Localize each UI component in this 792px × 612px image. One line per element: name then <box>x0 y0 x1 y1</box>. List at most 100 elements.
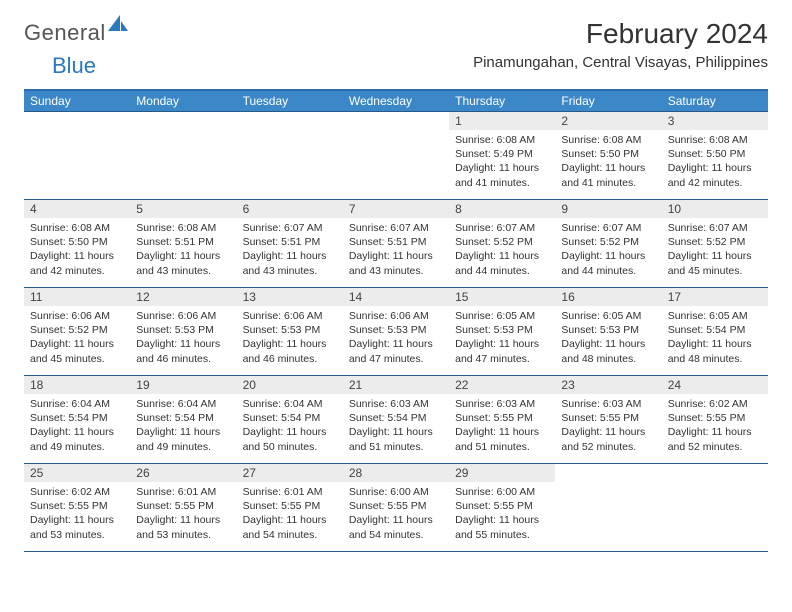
day-number: 20 <box>237 376 343 394</box>
calendar-table: Sunday Monday Tuesday Wednesday Thursday… <box>24 89 768 552</box>
day-info: Sunrise: 6:05 AMSunset: 5:53 PMDaylight:… <box>555 306 661 370</box>
daylight-text: Daylight: 11 hours and 43 minutes. <box>136 249 230 277</box>
daylight-text: Daylight: 11 hours and 49 minutes. <box>30 425 124 453</box>
day-number: 13 <box>237 288 343 306</box>
calendar-day-cell: .. <box>24 112 130 200</box>
sunrise-text: Sunrise: 6:07 AM <box>668 221 762 235</box>
calendar-day-cell: 14Sunrise: 6:06 AMSunset: 5:53 PMDayligh… <box>343 288 449 376</box>
sunset-text: Sunset: 5:50 PM <box>668 147 762 161</box>
day-info: Sunrise: 6:07 AMSunset: 5:51 PMDaylight:… <box>343 218 449 282</box>
sunrise-text: Sunrise: 6:05 AM <box>668 309 762 323</box>
day-info: Sunrise: 6:03 AMSunset: 5:55 PMDaylight:… <box>449 394 555 458</box>
day-number: 8 <box>449 200 555 218</box>
sunrise-text: Sunrise: 6:03 AM <box>561 397 655 411</box>
calendar-day-cell: 25Sunrise: 6:02 AMSunset: 5:55 PMDayligh… <box>24 464 130 552</box>
day-info: Sunrise: 6:07 AMSunset: 5:52 PMDaylight:… <box>662 218 768 282</box>
sunrise-text: Sunrise: 6:06 AM <box>243 309 337 323</box>
sunrise-text: Sunrise: 6:07 AM <box>243 221 337 235</box>
day-info: Sunrise: 6:04 AMSunset: 5:54 PMDaylight:… <box>130 394 236 458</box>
calendar-day-cell: 5Sunrise: 6:08 AMSunset: 5:51 PMDaylight… <box>130 200 236 288</box>
calendar-day-cell: 24Sunrise: 6:02 AMSunset: 5:55 PMDayligh… <box>662 376 768 464</box>
day-number: 27 <box>237 464 343 482</box>
sunset-text: Sunset: 5:54 PM <box>668 323 762 337</box>
daylight-text: Daylight: 11 hours and 53 minutes. <box>30 513 124 541</box>
sunrise-text: Sunrise: 6:01 AM <box>243 485 337 499</box>
calendar-day-cell: 17Sunrise: 6:05 AMSunset: 5:54 PMDayligh… <box>662 288 768 376</box>
daylight-text: Daylight: 11 hours and 49 minutes. <box>136 425 230 453</box>
sunrise-text: Sunrise: 6:04 AM <box>30 397 124 411</box>
day-number: 10 <box>662 200 768 218</box>
calendar-day-cell: 10Sunrise: 6:07 AMSunset: 5:52 PMDayligh… <box>662 200 768 288</box>
calendar-day-cell: 26Sunrise: 6:01 AMSunset: 5:55 PMDayligh… <box>130 464 236 552</box>
day-number: 26 <box>130 464 236 482</box>
sunrise-text: Sunrise: 6:02 AM <box>30 485 124 499</box>
day-info: Sunrise: 6:08 AMSunset: 5:50 PMDaylight:… <box>662 130 768 194</box>
day-number: 23 <box>555 376 661 394</box>
day-info: Sunrise: 6:00 AMSunset: 5:55 PMDaylight:… <box>449 482 555 546</box>
day-info: Sunrise: 6:07 AMSunset: 5:51 PMDaylight:… <box>237 218 343 282</box>
daylight-text: Daylight: 11 hours and 43 minutes. <box>349 249 443 277</box>
sunset-text: Sunset: 5:55 PM <box>136 499 230 513</box>
sunrise-text: Sunrise: 6:00 AM <box>455 485 549 499</box>
day-info: Sunrise: 6:08 AMSunset: 5:50 PMDaylight:… <box>555 130 661 194</box>
day-info: Sunrise: 6:03 AMSunset: 5:54 PMDaylight:… <box>343 394 449 458</box>
calendar-week-row: 4Sunrise: 6:08 AMSunset: 5:50 PMDaylight… <box>24 200 768 288</box>
calendar-day-cell: 22Sunrise: 6:03 AMSunset: 5:55 PMDayligh… <box>449 376 555 464</box>
sunrise-text: Sunrise: 6:04 AM <box>136 397 230 411</box>
sunset-text: Sunset: 5:54 PM <box>136 411 230 425</box>
brand-logo: General <box>24 20 128 46</box>
daylight-text: Daylight: 11 hours and 54 minutes. <box>243 513 337 541</box>
weekday-header-row: Sunday Monday Tuesday Wednesday Thursday… <box>24 90 768 112</box>
daylight-text: Daylight: 11 hours and 48 minutes. <box>561 337 655 365</box>
day-number: 28 <box>343 464 449 482</box>
sunrise-text: Sunrise: 6:00 AM <box>349 485 443 499</box>
day-info: Sunrise: 6:00 AMSunset: 5:55 PMDaylight:… <box>343 482 449 546</box>
sunset-text: Sunset: 5:55 PM <box>243 499 337 513</box>
day-number: 4 <box>24 200 130 218</box>
month-title: February 2024 <box>473 18 768 50</box>
daylight-text: Daylight: 11 hours and 41 minutes. <box>561 161 655 189</box>
day-info: Sunrise: 6:01 AMSunset: 5:55 PMDaylight:… <box>237 482 343 546</box>
day-info: Sunrise: 6:07 AMSunset: 5:52 PMDaylight:… <box>449 218 555 282</box>
day-info: Sunrise: 6:06 AMSunset: 5:52 PMDaylight:… <box>24 306 130 370</box>
brand-part2: Blue <box>52 53 96 78</box>
calendar-day-cell: .. <box>555 464 661 552</box>
day-number: 7 <box>343 200 449 218</box>
sunset-text: Sunset: 5:53 PM <box>561 323 655 337</box>
daylight-text: Daylight: 11 hours and 52 minutes. <box>668 425 762 453</box>
daylight-text: Daylight: 11 hours and 46 minutes. <box>136 337 230 365</box>
daylight-text: Daylight: 11 hours and 46 minutes. <box>243 337 337 365</box>
day-number: 2 <box>555 112 661 130</box>
daylight-text: Daylight: 11 hours and 44 minutes. <box>561 249 655 277</box>
calendar-day-cell: .. <box>237 112 343 200</box>
calendar-day-cell: 16Sunrise: 6:05 AMSunset: 5:53 PMDayligh… <box>555 288 661 376</box>
sunrise-text: Sunrise: 6:08 AM <box>561 133 655 147</box>
day-info: Sunrise: 6:06 AMSunset: 5:53 PMDaylight:… <box>130 306 236 370</box>
calendar-day-cell: .. <box>130 112 236 200</box>
sunset-text: Sunset: 5:54 PM <box>243 411 337 425</box>
day-info: Sunrise: 6:02 AMSunset: 5:55 PMDaylight:… <box>24 482 130 546</box>
sunrise-text: Sunrise: 6:06 AM <box>136 309 230 323</box>
day-number: 12 <box>130 288 236 306</box>
calendar-day-cell: .. <box>662 464 768 552</box>
calendar-day-cell: 27Sunrise: 6:01 AMSunset: 5:55 PMDayligh… <box>237 464 343 552</box>
sunrise-text: Sunrise: 6:05 AM <box>561 309 655 323</box>
sunset-text: Sunset: 5:55 PM <box>455 499 549 513</box>
sunset-text: Sunset: 5:55 PM <box>561 411 655 425</box>
sunrise-text: Sunrise: 6:08 AM <box>136 221 230 235</box>
weekday-header: Saturday <box>662 90 768 112</box>
sunrise-text: Sunrise: 6:03 AM <box>349 397 443 411</box>
day-info: Sunrise: 6:06 AMSunset: 5:53 PMDaylight:… <box>343 306 449 370</box>
sunset-text: Sunset: 5:51 PM <box>349 235 443 249</box>
daylight-text: Daylight: 11 hours and 45 minutes. <box>30 337 124 365</box>
sunrise-text: Sunrise: 6:04 AM <box>243 397 337 411</box>
daylight-text: Daylight: 11 hours and 51 minutes. <box>349 425 443 453</box>
day-number: 3 <box>662 112 768 130</box>
day-number: 25 <box>24 464 130 482</box>
calendar-day-cell: 1Sunrise: 6:08 AMSunset: 5:49 PMDaylight… <box>449 112 555 200</box>
day-number: 21 <box>343 376 449 394</box>
day-info: Sunrise: 6:03 AMSunset: 5:55 PMDaylight:… <box>555 394 661 458</box>
day-info: Sunrise: 6:04 AMSunset: 5:54 PMDaylight:… <box>24 394 130 458</box>
daylight-text: Daylight: 11 hours and 41 minutes. <box>455 161 549 189</box>
calendar-day-cell: 19Sunrise: 6:04 AMSunset: 5:54 PMDayligh… <box>130 376 236 464</box>
